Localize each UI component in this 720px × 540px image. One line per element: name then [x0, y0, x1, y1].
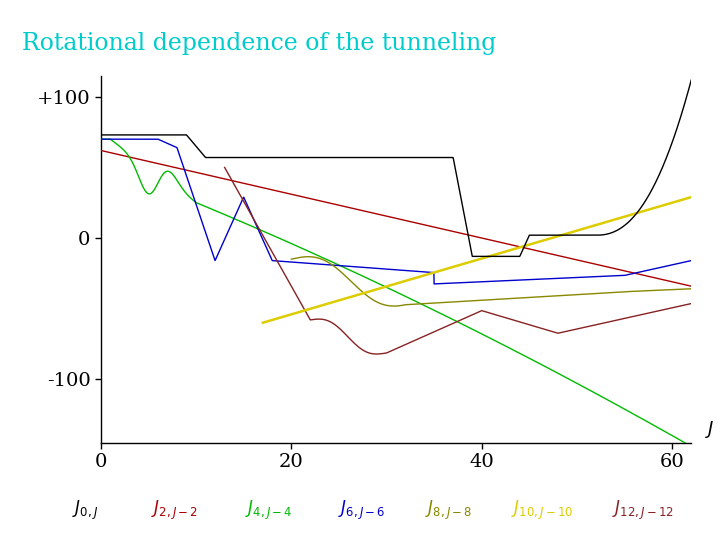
- Text: $J$: $J$: [706, 419, 715, 440]
- Text: $J_{2,J-2}$: $J_{2,J-2}$: [151, 499, 198, 522]
- Text: $J_{4,J-4}$: $J_{4,J-4}$: [245, 499, 292, 522]
- Text: $J_{10,J-10}$: $J_{10,J-10}$: [511, 499, 573, 522]
- Text: $J_{0,J}$: $J_{0,J}$: [72, 499, 98, 522]
- Text: $J_{6,J-6}$: $J_{6,J-6}$: [338, 499, 386, 522]
- Text: $J_{8,J-8}$: $J_{8,J-8}$: [425, 499, 472, 522]
- Text: $J_{12,J-12}$: $J_{12,J-12}$: [612, 499, 674, 522]
- Text: Rotational dependence of the tunneling: Rotational dependence of the tunneling: [22, 32, 496, 56]
